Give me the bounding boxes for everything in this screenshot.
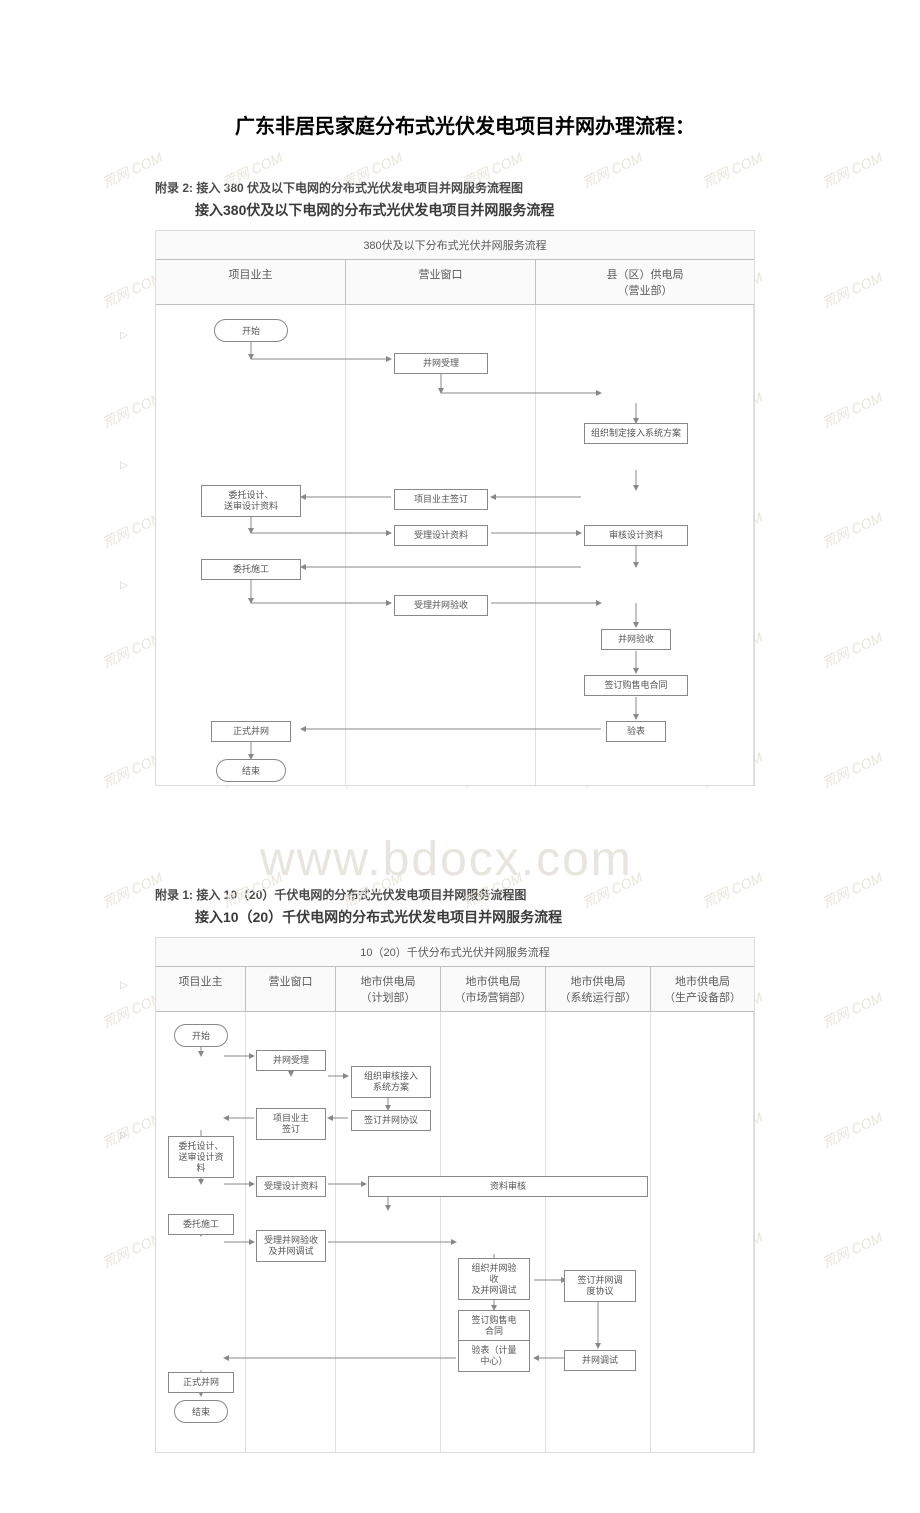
small-watermark: 荒网 COM (819, 627, 886, 672)
node: 项目业主 签订 (256, 1108, 326, 1140)
chart1-lanes-header: 项目业主 营业窗口 县（区）供电局 （营业部） (156, 260, 754, 305)
chart1-header: 380伏及以下分布式光伏并网服务流程 (156, 231, 754, 260)
node-start: 开始 (214, 319, 288, 342)
node: 组织审核接入 系统方案 (351, 1066, 431, 1098)
lane (651, 1012, 754, 1452)
lane-header: 地市供电局 （系统运行部） (546, 967, 651, 1011)
lane-header: 营业窗口 (246, 967, 336, 1011)
small-watermark: 荒网 COM (819, 987, 886, 1032)
side-marker: ▷ (120, 460, 128, 471)
node: 验表（计量 中心） (458, 1340, 530, 1372)
lane (156, 305, 346, 785)
chart2-header: 10（20）千伏分布式光伏并网服务流程 (156, 938, 754, 967)
big-watermark: www.bdocx.com (260, 832, 633, 887)
side-marker: ▷ (120, 580, 128, 591)
node: 并网验收 (601, 629, 671, 650)
node-end: 结束 (174, 1400, 228, 1423)
node: 受理并网验收 (394, 595, 488, 616)
side-marker: ▷ (120, 330, 128, 341)
node: 并网调试 (564, 1350, 636, 1371)
small-watermark: 荒网 COM (819, 267, 886, 312)
side-marker: ▷ (120, 1130, 128, 1141)
chart1-region: 380伏及以下分布式光伏并网服务流程 项目业主 营业窗口 县（区）供电局 （营业… (155, 230, 755, 786)
lane-header: 地市供电局 （计划部） (336, 967, 441, 1011)
node: 正式并网 (168, 1372, 234, 1393)
lane (441, 1012, 546, 1452)
node: 组织并网验 收 及并网调试 (458, 1258, 530, 1300)
node: 受理设计资料 (256, 1176, 326, 1197)
chart1-caption: 附录 2: 接入 380 伏及以下电网的分布式光伏发电项目并网服务流程图 (155, 179, 920, 196)
node: 委托施工 (201, 559, 301, 580)
node: 并网受理 (256, 1050, 326, 1071)
small-watermark: 荒网 COM (819, 387, 886, 432)
node: 签订并网协议 (351, 1110, 431, 1131)
node: 签订购售电合同 (584, 675, 688, 696)
node: 并网受理 (394, 353, 488, 374)
node: 受理并网验收 及并网调试 (256, 1230, 326, 1262)
lane-header: 项目业主 (156, 967, 246, 1011)
lane-header: 营业窗口 (346, 260, 536, 304)
chart1-body: 开始 并网受理 组织制定接入系统方案 委托设计、 送审设计资料 项目业主签订 受… (156, 305, 754, 785)
chart2-body: 开始 并网受理 组织审核接入 系统方案 项目业主 签订 签订并网协议 委托设计、… (156, 1012, 754, 1452)
small-watermark: 荒网 COM (819, 1227, 886, 1272)
node: 资料审核 (368, 1176, 648, 1197)
chart2-region: 10（20）千伏分布式光伏并网服务流程 项目业主 营业窗口 地市供电局 （计划部… (155, 937, 755, 1453)
node-start: 开始 (174, 1024, 228, 1047)
lane-header: 县（区）供电局 （营业部） (536, 260, 754, 304)
node: 委托设计、 送审设计资 料 (168, 1136, 234, 1178)
node: 组织制定接入系统方案 (584, 423, 688, 444)
lane-header: 地市供电局 （生产设备部） (651, 967, 754, 1011)
node: 正式并网 (211, 721, 291, 742)
node: 签订并网调 度协议 (564, 1270, 636, 1302)
page-title: 广东非居民家庭分布式光伏发电项目并网办理流程： (0, 0, 780, 179)
node-end: 结束 (216, 759, 286, 782)
small-watermark: 荒网 COM (819, 507, 886, 552)
chart1-title: 接入380伏及以下电网的分布式光伏发电项目并网服务流程 (195, 200, 920, 220)
node: 委托设计、 送审设计资料 (201, 485, 301, 517)
chart2-title: 接入10（20）千伏电网的分布式光伏发电项目并网服务流程 (195, 907, 920, 927)
node: 项目业主签订 (394, 489, 488, 510)
node: 受理设计资料 (394, 525, 488, 546)
chart2-caption: 附录 1: 接入 10（20）千伏电网的分布式光伏发电项目并网服务流程图 (155, 886, 920, 903)
node: 委托施工 (168, 1214, 234, 1235)
node: 签订购售电 合同 (458, 1310, 530, 1342)
small-watermark: 荒网 COM (819, 747, 886, 792)
lane-header: 地市供电局 （市场营销部） (441, 967, 546, 1011)
chart2-lanes-header: 项目业主 营业窗口 地市供电局 （计划部） 地市供电局 （市场营销部） 地市供电… (156, 967, 754, 1012)
node: 审核设计资料 (584, 525, 688, 546)
small-watermark: 荒网 COM (819, 1107, 886, 1152)
lane-header: 项目业主 (156, 260, 346, 304)
lane (546, 1012, 651, 1452)
side-marker: ▷ (120, 980, 128, 991)
node: 验表 (606, 721, 666, 742)
